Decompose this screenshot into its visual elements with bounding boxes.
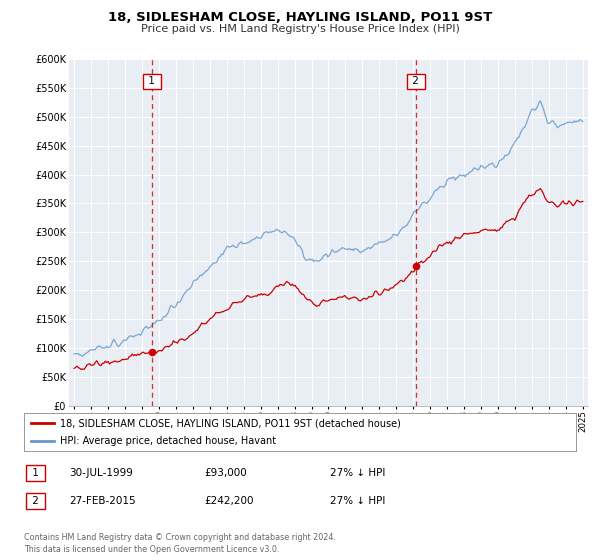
Text: Contains HM Land Registry data © Crown copyright and database right 2024.
This d: Contains HM Land Registry data © Crown c… (24, 533, 336, 554)
Text: 18, SIDLESHAM CLOSE, HAYLING ISLAND, PO11 9ST (detached house): 18, SIDLESHAM CLOSE, HAYLING ISLAND, PO1… (60, 418, 401, 428)
Text: 2: 2 (29, 496, 42, 506)
Text: 27% ↓ HPI: 27% ↓ HPI (330, 496, 385, 506)
Text: 18, SIDLESHAM CLOSE, HAYLING ISLAND, PO11 9ST: 18, SIDLESHAM CLOSE, HAYLING ISLAND, PO1… (108, 11, 492, 24)
Text: 27% ↓ HPI: 27% ↓ HPI (330, 468, 385, 478)
Text: 2: 2 (409, 76, 422, 86)
Text: 1: 1 (145, 76, 158, 86)
Text: £93,000: £93,000 (204, 468, 247, 478)
Text: 27-FEB-2015: 27-FEB-2015 (69, 496, 136, 506)
Text: 30-JUL-1999: 30-JUL-1999 (69, 468, 133, 478)
Text: 1: 1 (29, 468, 42, 478)
Text: Price paid vs. HM Land Registry's House Price Index (HPI): Price paid vs. HM Land Registry's House … (140, 24, 460, 34)
Text: £242,200: £242,200 (204, 496, 254, 506)
Text: HPI: Average price, detached house, Havant: HPI: Average price, detached house, Hava… (60, 436, 276, 446)
